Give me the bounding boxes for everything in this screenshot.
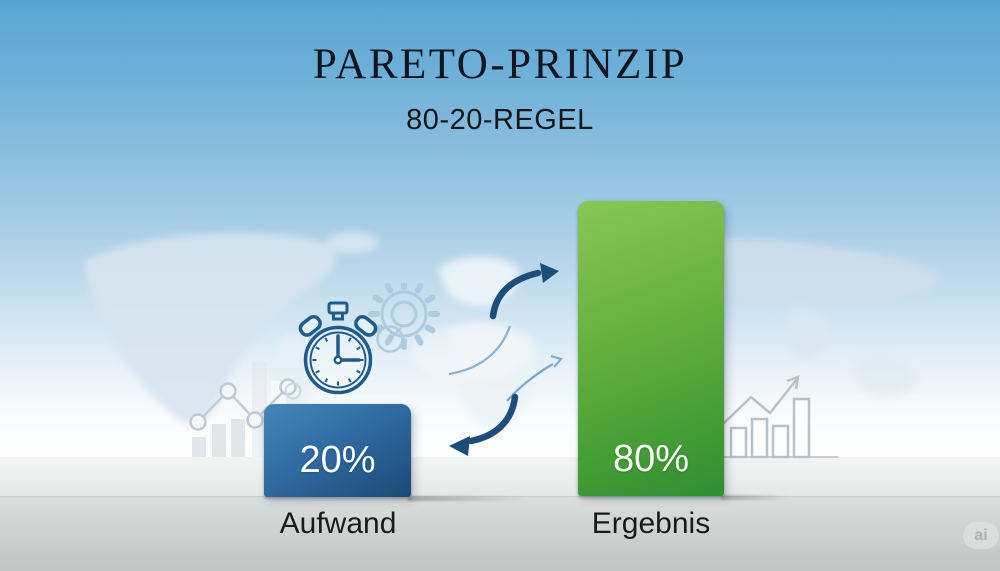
dot-decoration bbox=[284, 382, 302, 400]
growth-bar-chart-icon bbox=[722, 375, 838, 459]
curved-arrow-up-icon bbox=[489, 263, 559, 320]
gauge-icon bbox=[376, 325, 404, 353]
effort-value: 20% bbox=[299, 439, 376, 481]
s-curve-arrow-tail bbox=[506, 363, 554, 402]
effort-label: Aufwand bbox=[279, 507, 397, 540]
watermark-badge: ai bbox=[963, 522, 999, 549]
slide-subtitle: 80-20-REGEL bbox=[406, 104, 594, 136]
effort-bar: 20% bbox=[264, 404, 411, 497]
exchange-arrows bbox=[448, 263, 563, 456]
gear-icon bbox=[368, 283, 440, 350]
result-value: 80% bbox=[612, 438, 690, 480]
slide-title: PARETO-PRINZIP bbox=[312, 41, 688, 88]
curved-arrow-down-icon bbox=[449, 393, 519, 456]
result-bar: 80% bbox=[578, 201, 724, 496]
result-label: Ergebnis bbox=[591, 507, 711, 540]
stopwatch-icon bbox=[284, 283, 440, 400]
s-curve-arrowhead bbox=[550, 355, 563, 368]
result-bar-shadow bbox=[721, 495, 791, 500]
stopwatch-body bbox=[298, 301, 378, 395]
floor-step bbox=[0, 457, 1000, 497]
watermark-text: ai bbox=[974, 526, 988, 544]
effort-bar-shadow bbox=[408, 496, 526, 501]
s-curve-arrow-icon bbox=[448, 325, 512, 376]
